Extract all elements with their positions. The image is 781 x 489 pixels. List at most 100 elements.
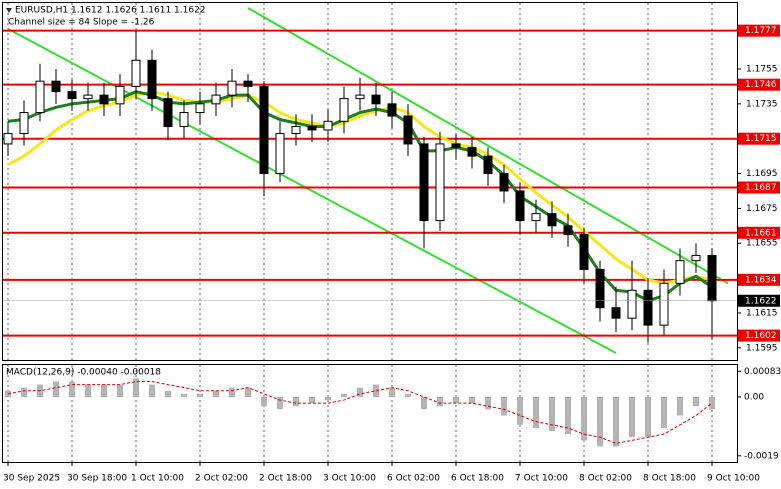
level-label-box xyxy=(738,329,780,342)
macd-bar xyxy=(197,393,203,397)
macd-title: MACD(12,26,9) -0.00040 -0.00018 xyxy=(6,368,161,378)
macd-bar xyxy=(341,393,347,397)
level-label: 1.1661 xyxy=(745,228,777,238)
level-label-box xyxy=(738,273,780,286)
macd-bar xyxy=(629,396,635,438)
level-label-box xyxy=(738,78,780,91)
macd-bar xyxy=(501,396,507,416)
macd-bar xyxy=(261,396,267,407)
macd-y-tick-label: -0.0019 xyxy=(744,451,779,461)
x-tick-label: 2 Oct 02:00 xyxy=(195,474,248,484)
macd-bar xyxy=(693,396,699,407)
candle-body xyxy=(419,143,429,222)
level-label: 1.1777 xyxy=(745,26,777,36)
x-tick-label: 6 Oct 18:00 xyxy=(451,474,504,484)
candle-body xyxy=(3,132,13,145)
macd-bar xyxy=(373,384,379,397)
macd-bar xyxy=(325,396,331,401)
macd-bar xyxy=(517,396,523,425)
candle-body xyxy=(131,59,141,87)
candle-body xyxy=(99,94,109,105)
macd-y-tick-label: 0.00 xyxy=(744,392,764,402)
candle-body xyxy=(531,213,541,222)
chart-title: EURUSD,H1 1.1612 1.1626 1.1611 1.1622 xyxy=(15,6,206,16)
level-label: 1.1715 xyxy=(745,134,777,144)
candle-body xyxy=(51,80,61,93)
candle-body xyxy=(147,59,157,100)
price-panel xyxy=(2,2,738,361)
macd-bar xyxy=(277,396,283,410)
level-label-box xyxy=(738,181,780,194)
candle-body xyxy=(387,103,397,117)
macd-bar xyxy=(357,387,363,397)
candle-body xyxy=(627,289,637,319)
macd-signal xyxy=(7,380,713,444)
macd-bar xyxy=(117,384,123,397)
x-tick-label: 8 Oct 02:00 xyxy=(579,474,632,484)
macd-bar xyxy=(453,396,459,404)
x-tick-label: 30 Sep 2025 xyxy=(3,474,60,484)
level-label-box xyxy=(738,132,780,145)
macd-bar xyxy=(613,396,619,447)
x-tick-label: 1 Oct 10:00 xyxy=(131,474,184,484)
y-tick-label: 1.1755 xyxy=(746,64,778,74)
macd-bar xyxy=(405,393,411,397)
candle-body xyxy=(19,112,29,134)
macd-bar xyxy=(309,396,315,404)
candle-body xyxy=(611,307,621,319)
x-tick-label: 9 Oct 10:00 xyxy=(707,474,760,484)
candle-body xyxy=(275,132,285,175)
x-tick-label: 2 Oct 18:00 xyxy=(259,474,312,484)
moving-average xyxy=(7,90,713,285)
macd-bar xyxy=(677,396,683,416)
level-label-box xyxy=(738,24,780,37)
macd-bar xyxy=(293,396,299,407)
macd-bar xyxy=(469,396,475,404)
macd-bar xyxy=(485,396,491,410)
macd-bar xyxy=(421,396,427,410)
moving-average xyxy=(7,90,713,303)
candle-body xyxy=(227,80,237,96)
macd-bar xyxy=(245,387,251,397)
channel-line xyxy=(7,28,617,354)
candle-body xyxy=(259,85,269,175)
macd-bar xyxy=(581,396,587,441)
y-tick-label: 1.1695 xyxy=(746,169,778,179)
candle-body xyxy=(323,120,333,131)
candle-body xyxy=(67,91,77,100)
candle-body xyxy=(403,115,413,145)
macd-bar xyxy=(661,396,667,428)
macd-bar xyxy=(5,390,11,397)
candle-body xyxy=(547,213,557,227)
candle-body xyxy=(499,173,509,192)
candle-body xyxy=(179,112,189,127)
candle-body xyxy=(195,103,205,114)
candle-body xyxy=(563,225,573,236)
x-tick-label: 6 Oct 02:00 xyxy=(387,474,440,484)
macd-y-tick-label: 0.00083 xyxy=(744,367,781,377)
macd-bar xyxy=(709,396,715,410)
candle-body xyxy=(211,94,221,105)
level-label-box xyxy=(738,226,780,239)
candle-body xyxy=(451,143,461,148)
y-tick-label: 1.1615 xyxy=(746,308,778,318)
y-tick-label: 1.1595 xyxy=(746,343,778,353)
macd-bar xyxy=(389,387,395,397)
macd-bar xyxy=(565,396,571,435)
macd-bar xyxy=(213,390,219,397)
macd-panel xyxy=(2,364,738,463)
candle-body xyxy=(579,234,589,270)
x-tick-label: 30 Sep 18:00 xyxy=(67,474,127,484)
candle-body xyxy=(243,80,253,87)
macd-bar xyxy=(181,393,187,397)
x-tick-label: 8 Oct 18:00 xyxy=(643,474,696,484)
level-label: 1.1687 xyxy=(745,183,777,193)
macd-bar xyxy=(85,384,91,397)
macd-bar xyxy=(133,378,139,397)
y-tick-label: 1.1735 xyxy=(746,99,778,109)
level-label: 1.1602 xyxy=(745,331,777,341)
candle-body xyxy=(291,125,301,134)
candle-body xyxy=(483,155,493,175)
chart-subtitle: Channel size = 84 Slope = -1.26 xyxy=(8,18,155,28)
